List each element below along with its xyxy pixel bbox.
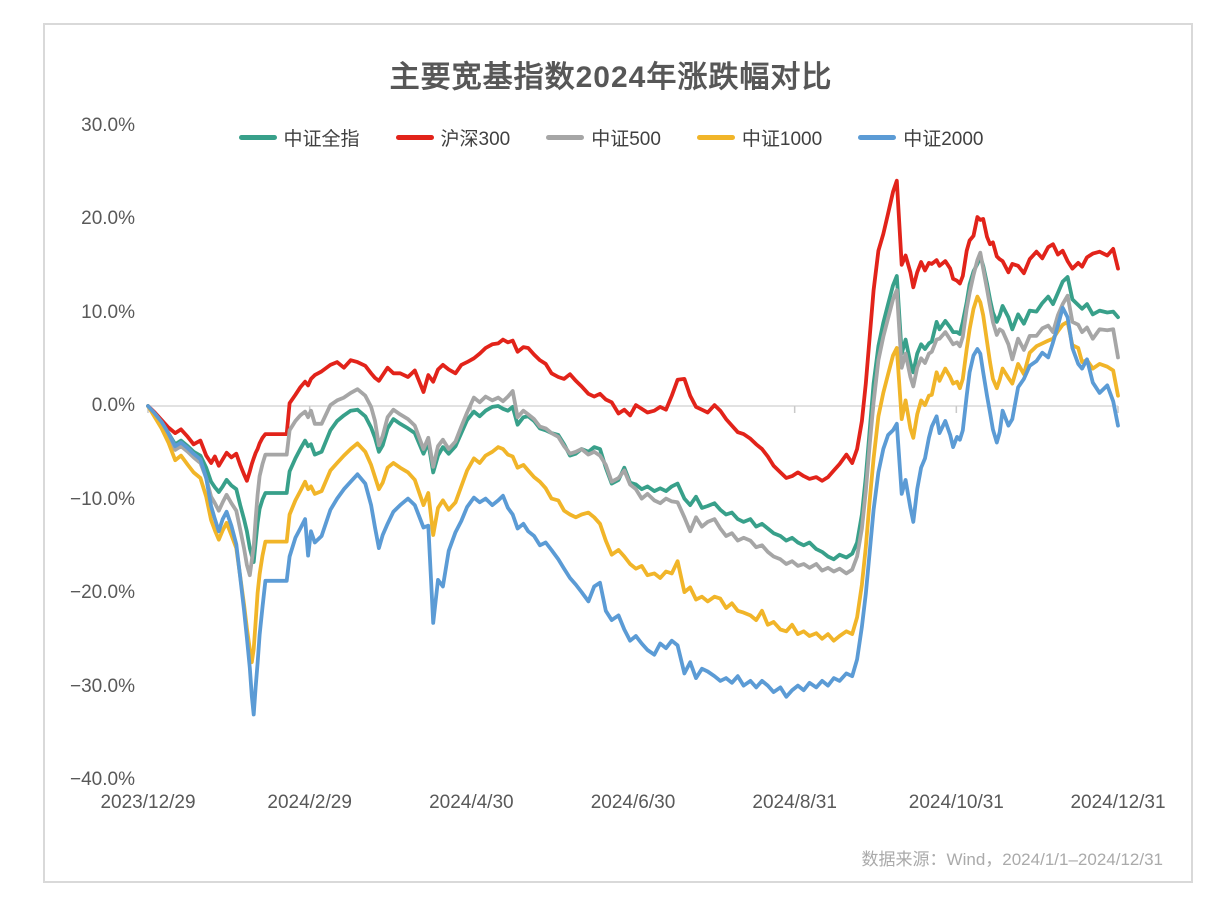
legend: 中证全指 沪深300 中证500 中证1000 中证2000 xyxy=(0,124,1222,151)
legend-item-沪深300: 沪深300 xyxy=(395,124,511,151)
x-axis-tick-label: 2024/6/30 xyxy=(590,792,676,813)
source-note: 数据来源：Wind，2024/1/1–2024/12/31 xyxy=(861,850,1163,869)
legend-swatch-icon xyxy=(858,135,897,140)
series-line-沪深300 xyxy=(146,178,1120,483)
series-line-中证2000 xyxy=(146,305,1120,717)
y-axis-tick-label: −20.0% xyxy=(70,582,135,603)
legend-label: 中证2000 xyxy=(903,129,984,150)
y-axis-tick-label: −40.0% xyxy=(70,769,135,790)
legend-item-中证2000: 中证2000 xyxy=(858,124,983,151)
legend-label: 沪深300 xyxy=(440,129,511,150)
chart-card-border xyxy=(43,23,1193,883)
series-line-中证1000 xyxy=(146,294,1120,665)
legend-label: 中证500 xyxy=(591,129,661,150)
y-axis-tick-label: 0.0% xyxy=(91,395,135,416)
y-axis-tick-label: 20.0% xyxy=(81,208,135,229)
y-axis-tick-label: 30.0% xyxy=(81,114,135,136)
x-axis-tick-label: 2024/4/30 xyxy=(429,792,514,813)
legend-swatch-icon xyxy=(546,135,585,140)
x-axis-tick-label: 2023/12/29 xyxy=(100,792,196,813)
legend-label: 中证1000 xyxy=(741,129,823,150)
legend-item-中证全指: 中证全指 xyxy=(238,124,360,151)
legend-item-中证500: 中证500 xyxy=(546,124,661,151)
legend-item-中证1000: 中证1000 xyxy=(696,124,823,151)
x-axis-tick-label: 2024/10/31 xyxy=(908,792,1004,813)
x-axis-tick-label: 2024/12/31 xyxy=(1070,792,1166,813)
y-axis-tick-label: −10.0% xyxy=(70,488,135,510)
legend-swatch-icon xyxy=(395,135,434,140)
legend-swatch-icon xyxy=(238,135,277,140)
x-axis-tick-label: 2024/2/29 xyxy=(267,792,352,813)
legend-swatch-icon xyxy=(696,135,735,140)
x-axis-tick-label: 2024/8/31 xyxy=(752,792,837,813)
chart-title: 主要宽基指数2024年涨跌幅对比 xyxy=(389,61,833,94)
y-axis-tick-label: 10.0% xyxy=(81,301,135,323)
series-line-中证500 xyxy=(146,250,1120,578)
y-axis-tick-label: −30.0% xyxy=(70,675,135,697)
legend-label: 中证全指 xyxy=(283,129,360,150)
